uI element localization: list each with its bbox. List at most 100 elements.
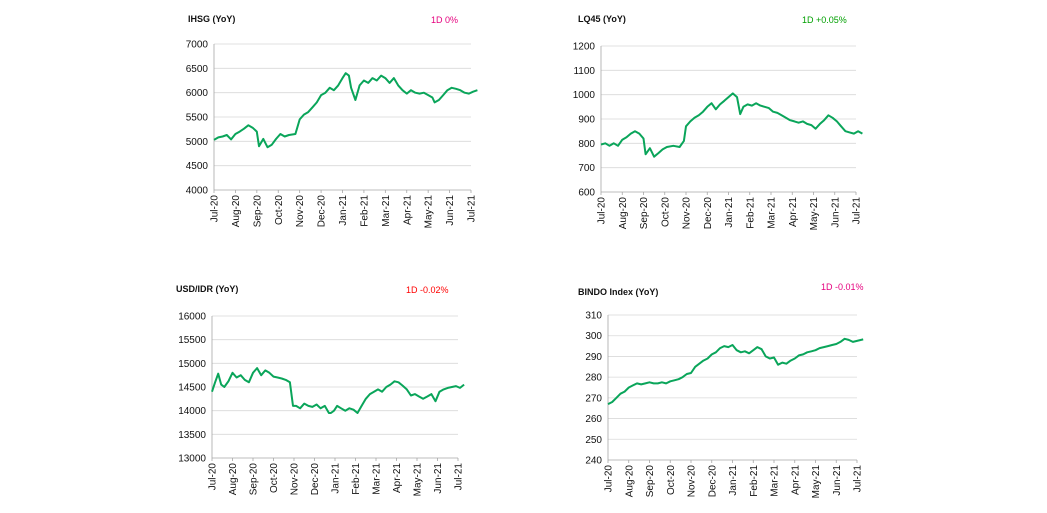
x-tick-label: Nov-20 xyxy=(687,465,698,498)
x-tick-label: Aug-20 xyxy=(624,465,635,498)
x-tick-label: Jul-20 xyxy=(604,465,615,493)
chart-panel-bindo: BINDO Index (YoY) 1D -0.01% 310 300 290 280… xyxy=(523,256,1047,513)
x-tick-label: Nov-20 xyxy=(682,197,693,230)
x-tick-label: Sep-20 xyxy=(639,197,650,230)
y-tick-label: 4000 xyxy=(186,186,209,197)
x-tick-label: Apr-21 xyxy=(788,197,799,227)
series-line xyxy=(213,72,478,149)
y-tick-label: 14000 xyxy=(178,406,206,417)
x-tick-label: Mar-21 xyxy=(372,463,383,495)
x-tick-label: Oct-20 xyxy=(666,465,677,495)
x-tick-label: Jun-21 xyxy=(832,465,843,496)
x-tick-label: Jun-21 xyxy=(445,195,456,226)
chart-panel-ihsg: IHSG (YoY) 1D 0% 7000 6500 6000 5500 5000 450… xyxy=(0,0,523,256)
x-tick-label: Sep-20 xyxy=(252,195,263,228)
chart-panel-usdidr: USD/IDR (YoY) 1D -0.02% 16000 15500 15000 1… xyxy=(0,256,523,513)
x-tick-label: Apr-21 xyxy=(392,463,403,493)
x-tick-label: Sep-20 xyxy=(249,463,260,496)
x-tick-label: Jul-20 xyxy=(597,197,608,225)
x-tick-label: Jul-21 xyxy=(853,465,864,493)
x-tick-label: Jul-20 xyxy=(210,195,221,223)
y-tick-label: 4500 xyxy=(186,161,209,172)
x-tick-label: Feb-21 xyxy=(359,195,370,227)
y-tick-label: 300 xyxy=(585,331,602,342)
x-tick-label: Feb-21 xyxy=(745,197,756,229)
daily-change-label: 1D -0.01% xyxy=(821,282,864,292)
y-tick-label: 700 xyxy=(578,163,595,174)
x-tick-label: Feb-21 xyxy=(351,463,362,495)
x-tick-label: Jan-21 xyxy=(338,195,349,226)
x-tick-label: Dec-20 xyxy=(707,465,718,498)
y-tick-label: 16000 xyxy=(178,312,206,323)
x-tick-label: Aug-20 xyxy=(618,197,629,230)
y-tick-label: 800 xyxy=(578,139,595,150)
x-tick-label: Dec-20 xyxy=(703,197,714,230)
y-tick-label: 13500 xyxy=(178,430,206,441)
y-tick-label: 1100 xyxy=(573,66,595,77)
y-tick-label: 1200 xyxy=(573,42,596,53)
x-tick-label: Sep-20 xyxy=(645,465,656,498)
y-tick-label: 14500 xyxy=(178,383,206,394)
series-line xyxy=(607,337,864,405)
x-tick-label: Jan-21 xyxy=(724,197,735,228)
y-tick-label: 250 xyxy=(585,435,602,446)
x-tick-label: Oct-20 xyxy=(660,197,671,227)
x-tick-label: Jan-21 xyxy=(331,463,342,494)
x-tick-label: Nov-20 xyxy=(295,195,306,228)
daily-change-label: 1D +0.05% xyxy=(802,15,847,25)
y-tick-label: 900 xyxy=(578,115,595,126)
x-tick-label: Oct-20 xyxy=(269,463,280,493)
series-line xyxy=(600,92,863,158)
x-tick-label: May-21 xyxy=(811,465,822,499)
x-tick-label: Feb-21 xyxy=(749,465,760,497)
y-tick-label: 310 xyxy=(585,311,602,322)
x-tick-label: Oct-20 xyxy=(274,195,285,225)
y-tick-label: 13000 xyxy=(178,454,206,465)
chart-title: USD/IDR (YoY) xyxy=(176,284,239,294)
x-tick-label: Aug-20 xyxy=(228,463,239,496)
x-tick-label: Mar-21 xyxy=(381,195,392,227)
y-tick-label: 6000 xyxy=(186,88,209,99)
x-tick-label: Jul-20 xyxy=(208,463,219,491)
daily-change-label: 1D -0.02% xyxy=(406,285,449,295)
x-tick-label: Mar-21 xyxy=(770,465,781,497)
chart-title: LQ45 (YoY) xyxy=(578,14,626,24)
x-tick-label: May-21 xyxy=(809,197,820,231)
x-tick-label: Jun-21 xyxy=(433,463,444,494)
daily-change-label: 1D 0% xyxy=(431,15,459,25)
chart-title: BINDO Index (YoY) xyxy=(578,287,659,297)
x-tick-label: Dec-20 xyxy=(317,195,328,228)
x-tick-label: Aug-20 xyxy=(231,195,242,228)
y-tick-label: 15000 xyxy=(178,359,206,370)
x-tick-label: May-21 xyxy=(413,463,424,497)
y-tick-label: 240 xyxy=(585,456,602,467)
y-tick-label: 7000 xyxy=(186,40,209,51)
x-tick-label: Nov-20 xyxy=(290,463,301,496)
x-tick-label: Dec-20 xyxy=(310,463,321,496)
chart-panel-lq45: LQ45 (YoY) 1D +0.05% 1200 1100 1000 900 800 7… xyxy=(523,0,1047,256)
x-tick-label: Jul-21 xyxy=(454,463,465,491)
x-tick-label: Jul-21 xyxy=(467,195,478,223)
x-tick-label: Apr-21 xyxy=(790,465,801,495)
x-tick-label: Jan-21 xyxy=(728,465,739,496)
chart-title: IHSG (YoY) xyxy=(188,14,236,24)
y-tick-label: 15500 xyxy=(178,335,206,346)
y-tick-label: 280 xyxy=(585,373,602,384)
x-tick-label: May-21 xyxy=(424,195,435,229)
y-tick-label: 5000 xyxy=(186,137,209,148)
y-tick-label: 270 xyxy=(585,393,602,404)
series-line xyxy=(211,367,465,414)
x-tick-label: Jun-21 xyxy=(830,197,841,228)
y-tick-label: 1000 xyxy=(573,90,596,101)
x-tick-label: Mar-21 xyxy=(767,197,778,229)
y-tick-label: 600 xyxy=(578,188,595,199)
chart-svg: 16000155001500014500140001350013000Jul-2… xyxy=(178,312,465,497)
y-tick-label: 260 xyxy=(585,414,602,425)
y-tick-label: 5500 xyxy=(186,113,209,124)
y-tick-label: 6500 xyxy=(186,64,209,75)
x-tick-label: Apr-21 xyxy=(402,195,413,225)
y-tick-label: 290 xyxy=(585,352,602,363)
